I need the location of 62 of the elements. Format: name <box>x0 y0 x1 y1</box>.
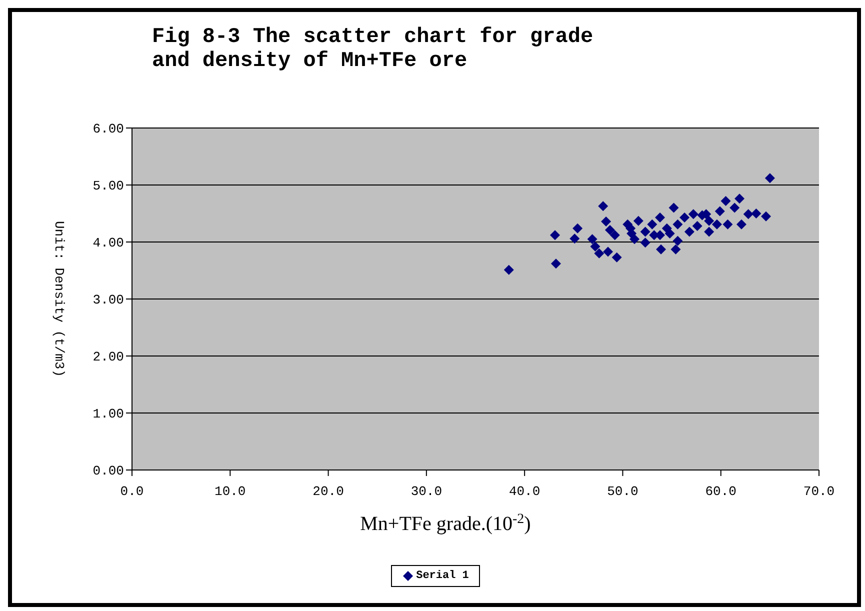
x-tick-label: 0.0 <box>120 484 144 500</box>
point <box>594 248 604 258</box>
chart-title: Fig 8-3 The scatter chart for grade and density of Mn+TFe ore <box>152 26 594 74</box>
point <box>656 244 666 254</box>
point <box>704 226 714 237</box>
point <box>720 196 731 206</box>
point <box>590 242 600 252</box>
point <box>761 211 772 222</box>
point <box>664 228 675 238</box>
y-tick-label: 0.00 <box>92 464 124 479</box>
y-tick-label: 6.00 <box>92 122 124 137</box>
point <box>670 244 681 254</box>
x-axis-title: Mn+TFe grade.(10$^{-2}$) <box>360 512 531 535</box>
y-tick-label: 3.00 <box>92 292 124 308</box>
point <box>672 236 683 246</box>
point <box>680 212 690 222</box>
point <box>598 201 608 212</box>
point <box>704 216 714 226</box>
point <box>684 226 694 237</box>
point <box>612 252 622 262</box>
x-tick-label: 50.0 <box>607 484 638 500</box>
point <box>734 194 745 204</box>
point <box>672 219 683 230</box>
x-tick-label: 40.0 <box>508 484 540 500</box>
point <box>743 209 754 220</box>
point <box>692 221 702 232</box>
point <box>550 258 561 269</box>
y-tick-label: 5.00 <box>92 178 124 194</box>
y-tick-label: 2.00 <box>92 350 124 365</box>
point <box>610 230 620 240</box>
y-axis-title: Unit: Density (t/m3) <box>51 220 66 378</box>
point <box>668 202 679 213</box>
legend-label: Serial 1 <box>415 570 469 582</box>
point <box>712 219 722 230</box>
point <box>764 173 775 184</box>
point <box>587 234 598 244</box>
point <box>647 219 658 230</box>
point <box>655 212 666 222</box>
x-tick-label: 60.0 <box>705 484 736 500</box>
y-tick-label: 1.00 <box>92 406 124 422</box>
point <box>688 209 698 220</box>
point <box>730 202 740 213</box>
x-tick-label: 70.0 <box>803 484 835 500</box>
point <box>504 264 514 275</box>
x-tick-label: 30.0 <box>410 484 442 500</box>
point <box>570 234 580 244</box>
point <box>640 238 650 248</box>
point <box>572 223 583 234</box>
point <box>629 234 640 244</box>
y-tick-label: 4.00 <box>92 236 124 251</box>
point <box>714 206 725 216</box>
x-tick-label: 20.0 <box>312 484 344 500</box>
point <box>751 208 762 218</box>
point <box>601 216 612 226</box>
point <box>550 230 560 240</box>
point <box>604 225 615 236</box>
point <box>736 219 746 230</box>
x-tick-label: 10.0 <box>214 484 246 500</box>
point <box>602 246 613 257</box>
point <box>633 216 644 226</box>
point <box>722 219 733 230</box>
point <box>640 226 650 237</box>
